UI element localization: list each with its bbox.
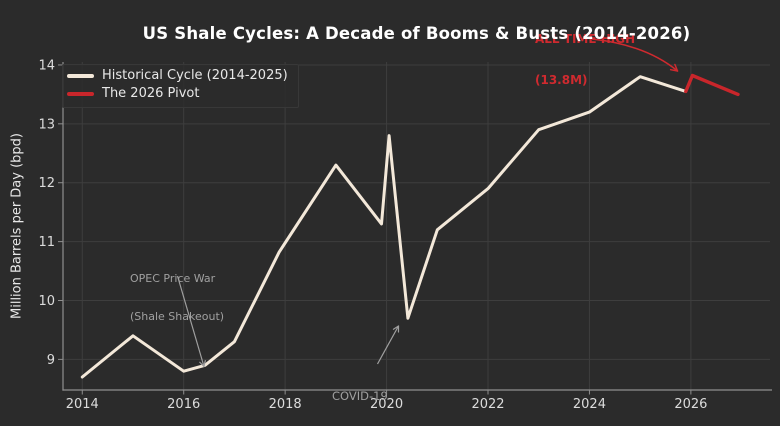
legend: Historical Cycle (2014-2025) The 2026 Pi… (62, 64, 299, 108)
x-tick-label: 2020 (370, 397, 403, 412)
y-tick-label: 11 (38, 235, 55, 250)
pivot-line-swatch (67, 92, 94, 96)
opec-arrow (176, 275, 205, 367)
legend-item-historical: Historical Cycle (2014-2025) (67, 68, 288, 84)
y-tick-label: 14 (38, 58, 55, 73)
y-tick-label: 12 (38, 176, 55, 191)
ath-arrow (591, 38, 678, 72)
opec-arrow-head (203, 360, 206, 368)
x-tick-label: 2016 (167, 397, 200, 412)
y-axis-label: Million Barrels per Day (bpd) (9, 133, 25, 319)
ath-arrow-head (674, 63, 679, 72)
historical-cycle-line (80, 75, 688, 379)
covid-arrow (376, 325, 400, 365)
x-tick-label: 2022 (471, 397, 504, 412)
y-tick-label: 13 (38, 117, 55, 132)
opec-arrow-head (199, 361, 205, 368)
x-tick-label: 2026 (674, 397, 707, 412)
x-tick-label: 2024 (573, 397, 606, 412)
covid-arrow-head (392, 325, 400, 330)
ath-arrow-head (669, 68, 679, 72)
pivot-2026-line (684, 73, 740, 97)
historical-line-swatch (67, 74, 94, 78)
y-tick-label: 10 (38, 294, 55, 309)
x-tick-label: 2018 (269, 397, 302, 412)
legend-item-pivot: The 2026 Pivot (67, 86, 288, 102)
x-tick-label: 2014 (66, 397, 99, 412)
legend-label-historical: Historical Cycle (2014-2025) (102, 68, 288, 83)
y-tick-label: 9 (47, 353, 55, 368)
legend-label-pivot: The 2026 Pivot (102, 86, 200, 101)
